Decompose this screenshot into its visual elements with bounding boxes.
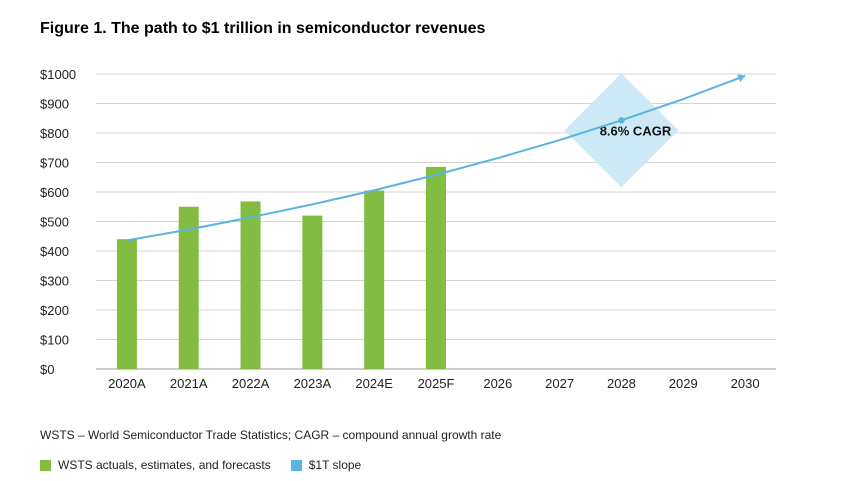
footnote: WSTS – World Semiconductor Trade Statist…: [40, 428, 502, 442]
bar: [178, 206, 199, 369]
x-axis-labels: 2020A 2021A 2022A 2023A 2024E 2025F 2026 2027 20…: [108, 376, 759, 391]
x-tick-label: 2022A: [232, 376, 270, 391]
y-tick-label: $600: [40, 185, 69, 200]
y-tick-label: $900: [40, 97, 69, 112]
legend: WSTS actuals, estimates, and forecasts $…: [40, 458, 381, 472]
line-layer: [126, 74, 746, 242]
y-tick-label: $0: [40, 362, 54, 377]
x-tick-label: 2021A: [170, 376, 208, 391]
x-tick-label: 2025F: [418, 376, 455, 391]
cagr-label: 8.6% CAGR: [600, 123, 672, 138]
chart-title: Figure 1. The path to $1 trillion in sem…: [40, 20, 486, 37]
x-tick-label: 2030: [731, 376, 760, 391]
line-point: [618, 117, 625, 124]
bar: [364, 190, 385, 369]
legend-swatch-bars: [40, 459, 51, 471]
y-tick-label: $700: [40, 156, 69, 171]
legend-label-bars: WSTS actuals, estimates, and forecasts: [58, 458, 271, 472]
legend-item-line: $1T slope: [290, 458, 362, 472]
y-axis-labels: $0 $100 $200 $300 $400 $500 $600 $700 $800 $900 $1…: [40, 67, 76, 377]
y-tick-label: $200: [40, 303, 69, 318]
chart-svg: $0 $100 $200 $300 $400 $500 $600 $700 $800 $900 $1…: [40, 67, 776, 391]
x-tick-label: 2020A: [108, 376, 146, 391]
x-tick-label: 2024E: [355, 376, 393, 391]
x-tick-label: 2026: [483, 376, 512, 391]
y-tick-label: $1000: [40, 67, 76, 82]
cagr-diamond: [564, 73, 679, 188]
legend-swatch-line: [290, 459, 302, 471]
y-tick-label: $100: [40, 333, 69, 348]
bar: [426, 166, 446, 369]
slope-line: [126, 74, 746, 242]
y-tick-label: $500: [40, 215, 69, 230]
legend-label-line: $1T slope: [308, 458, 362, 472]
bar: [240, 201, 261, 369]
y-tick-label: $300: [40, 274, 69, 289]
bars-layer: [116, 166, 446, 369]
y-tick-label: $800: [40, 126, 69, 141]
legend-item-bars: WSTS actuals, estimates, and forecasts: [40, 458, 271, 472]
x-tick-label: 2023A: [294, 376, 332, 391]
annotation-layer: 8.6% CAGR: [564, 73, 679, 188]
bar: [302, 215, 323, 369]
x-tick-label: 2028: [607, 376, 636, 391]
y-tick-label: $400: [40, 244, 69, 259]
bar: [116, 239, 137, 369]
line-arrowhead: [737, 74, 746, 83]
x-tick-label: 2027: [545, 376, 574, 391]
x-tick-label: 2029: [669, 376, 698, 391]
